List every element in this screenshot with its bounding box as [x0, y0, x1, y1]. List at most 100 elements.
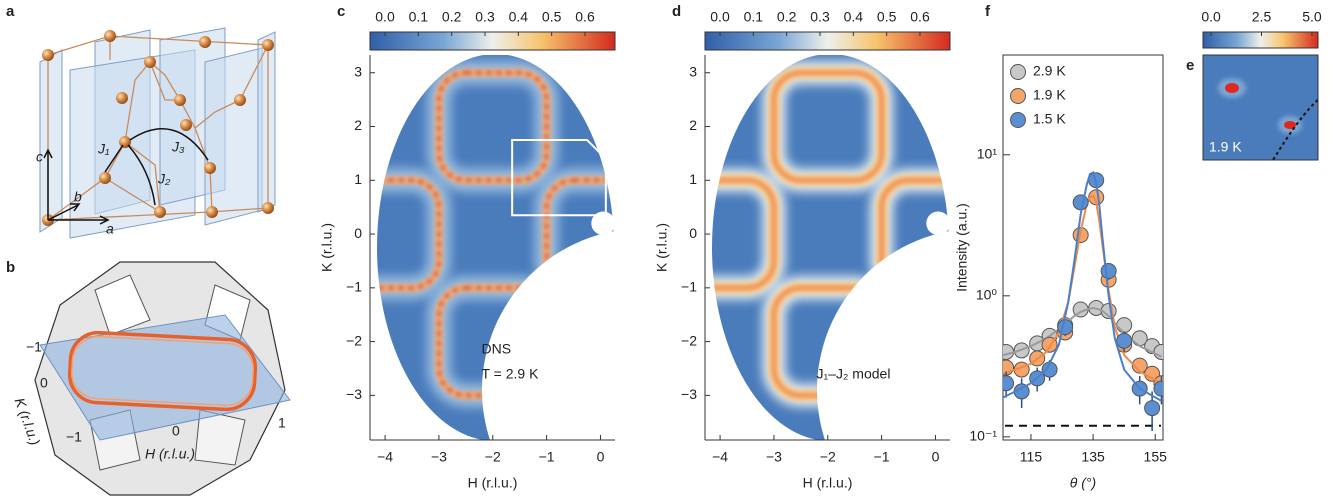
legend-marker	[1010, 64, 1026, 80]
annotation: DNS	[481, 341, 511, 357]
legend-label: 1.9 K	[1033, 87, 1066, 103]
diagram-tick: 0	[40, 375, 48, 391]
legend-marker	[1010, 88, 1026, 104]
ring-core	[329, 178, 441, 290]
y-axis-label: K (r.l.u.)	[654, 223, 670, 272]
x-tick-label: 135	[1081, 449, 1105, 465]
intensity-map	[654, 55, 1002, 440]
diagram-label: b	[74, 189, 82, 205]
inset-spot	[1225, 83, 1239, 93]
colorbar-tick-label: 5.0	[1302, 9, 1322, 25]
x-axis-label: θ (°)	[1070, 475, 1096, 491]
inset-arc	[1271, 98, 1318, 160]
x-tick-label: −2	[485, 449, 501, 465]
inset-background	[1203, 55, 1318, 160]
colorbar-tick-label: 0.1	[409, 9, 429, 25]
colorbar-tick-label: 0.0	[1201, 9, 1221, 25]
diagram-label: J₃	[171, 139, 185, 155]
legend-label: 1.5 K	[1033, 111, 1066, 127]
y-tick-label: −1	[681, 279, 697, 295]
y-tick-label: 10⁻¹	[969, 428, 997, 444]
x-tick-label: 115	[1020, 449, 1043, 465]
y-tick-label: 0	[689, 225, 697, 241]
diagram-label: c	[36, 149, 43, 165]
y-axis-label: Intensity (a.u.)	[954, 203, 970, 292]
colorbar-tick-label: 0.3	[475, 9, 495, 25]
colorbar-tick-label: 0.3	[810, 9, 830, 25]
x-tick-label: 0	[597, 449, 605, 465]
inset-spot	[1284, 121, 1296, 129]
fit-line	[1003, 194, 1162, 385]
panel-label: b	[6, 259, 15, 276]
x-axis-label: H (r.l.u.)	[803, 475, 853, 491]
y-tick-label: 1	[689, 171, 697, 187]
diagram-tick: −1	[66, 429, 82, 445]
x-tick-label: −3	[431, 449, 447, 465]
data-point	[1072, 194, 1089, 211]
diagram-axis-label: H (r.l.u.)	[145, 446, 195, 462]
ring-core	[771, 70, 884, 183]
y-tick-label: −3	[681, 386, 697, 402]
annotation: J₁–J₂ model	[816, 366, 890, 382]
colorbar-tick-label: 0.0	[710, 9, 730, 25]
data-point	[1100, 262, 1117, 279]
diagram-label: J₂	[157, 171, 171, 187]
colorbar	[369, 31, 616, 51]
diagram-label: J₁	[97, 141, 110, 157]
x-tick-label: −1	[874, 449, 890, 465]
y-tick-label: 10⁰	[976, 287, 998, 303]
ring-core	[437, 71, 549, 182]
y-tick-label: 10¹	[977, 145, 998, 161]
panel-label: c	[337, 3, 345, 20]
diagram-axis-label: K (r.l.u.)	[12, 396, 44, 448]
colorbar-tick-label: 0.2	[442, 9, 462, 25]
diagram-label: a	[106, 221, 114, 237]
colorbar-tick-label: 2.5	[1252, 9, 1272, 25]
y-tick-label: 3	[689, 63, 697, 79]
colorbar-tick-label: 0.5	[877, 9, 897, 25]
y-tick-label: 3	[354, 63, 362, 79]
colorbar	[704, 31, 951, 51]
x-tick-label: −3	[766, 449, 782, 465]
ring-core	[771, 285, 884, 398]
y-tick-label: 0	[354, 225, 362, 241]
map-background	[370, 55, 615, 440]
y-tick-label: 2	[354, 117, 362, 133]
intensity-map	[319, 55, 667, 440]
data-point	[1153, 343, 1163, 360]
y-tick-label: −2	[346, 332, 362, 348]
data-point	[1116, 317, 1133, 334]
data-point	[1057, 319, 1074, 336]
data-point	[1144, 400, 1161, 417]
y-tick-label: −2	[681, 332, 697, 348]
inset-map	[1203, 55, 1318, 160]
colorbar-tick-label: 0.1	[744, 9, 764, 25]
ring-core	[437, 286, 549, 397]
lattice-diagram: c b a J₁ J₂ J₃	[36, 27, 276, 239]
colorbar	[1202, 31, 1319, 49]
y-tick-label: 2	[689, 117, 697, 133]
x-tick-label: −2	[820, 449, 836, 465]
x-axis-label: H (r.l.u.)	[468, 475, 518, 491]
plot-frame	[1002, 54, 1164, 441]
plot-area	[1003, 170, 1163, 432]
selection-box	[511, 138, 607, 217]
ring-core	[879, 178, 992, 290]
inset-label: 1.9 K	[1209, 139, 1242, 155]
fit-line	[1003, 170, 1162, 402]
brillouin-zone-diagram: −1 0 K (r.l.u.) −1 0 1 H (r.l.u.)	[12, 261, 291, 496]
colorbar-tick-label: 0.5	[542, 9, 562, 25]
inset-frame	[1202, 54, 1319, 161]
x-tick-label: 155	[1144, 449, 1168, 465]
legend-label: 2.9 K	[1033, 63, 1066, 79]
legend-marker	[1010, 112, 1026, 128]
diagram-tick: −1	[26, 339, 42, 355]
diagram-tick: 0	[172, 423, 180, 439]
panel-label: d	[672, 3, 681, 20]
data-point	[1153, 380, 1163, 397]
colorbar-tick-label: 0.2	[777, 9, 797, 25]
colorbar-tick-label: 0.0	[375, 9, 395, 25]
colorbar-tick-label: 0.4	[509, 9, 529, 25]
map-background	[705, 55, 950, 440]
